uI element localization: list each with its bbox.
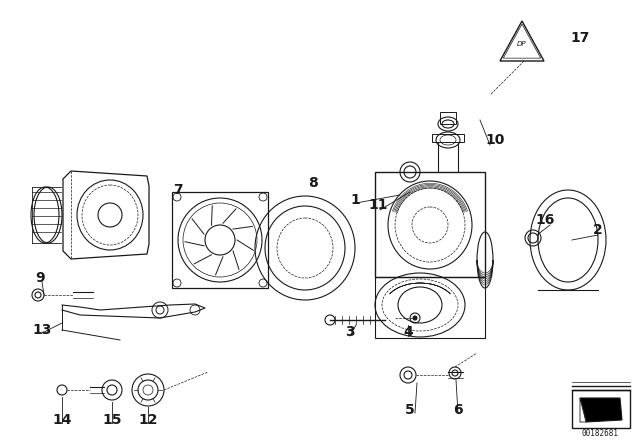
Text: 14: 14 (52, 413, 72, 427)
Bar (440, 112, 456, 124)
Bar (572, 390, 630, 428)
Text: DP: DP (517, 41, 527, 47)
Text: 6: 6 (453, 403, 463, 417)
Polygon shape (580, 398, 622, 422)
Text: 12: 12 (138, 413, 157, 427)
Text: 7: 7 (173, 183, 183, 197)
Text: 17: 17 (570, 31, 589, 45)
Text: 2: 2 (593, 223, 603, 237)
Circle shape (413, 316, 417, 320)
Bar (432, 134, 464, 142)
Text: 10: 10 (485, 133, 505, 147)
Bar (172, 192, 268, 288)
Text: 11: 11 (368, 198, 388, 212)
Polygon shape (580, 398, 586, 422)
Text: 13: 13 (32, 323, 52, 337)
Text: 4: 4 (403, 325, 413, 339)
Bar (375, 172, 485, 277)
Text: 1: 1 (350, 193, 360, 207)
Text: 00182681: 00182681 (582, 430, 618, 439)
Text: 16: 16 (535, 213, 555, 227)
Text: 3: 3 (345, 325, 355, 339)
Text: 15: 15 (102, 413, 122, 427)
Text: 9: 9 (35, 271, 45, 285)
Text: 5: 5 (405, 403, 415, 417)
Text: 8: 8 (308, 176, 318, 190)
